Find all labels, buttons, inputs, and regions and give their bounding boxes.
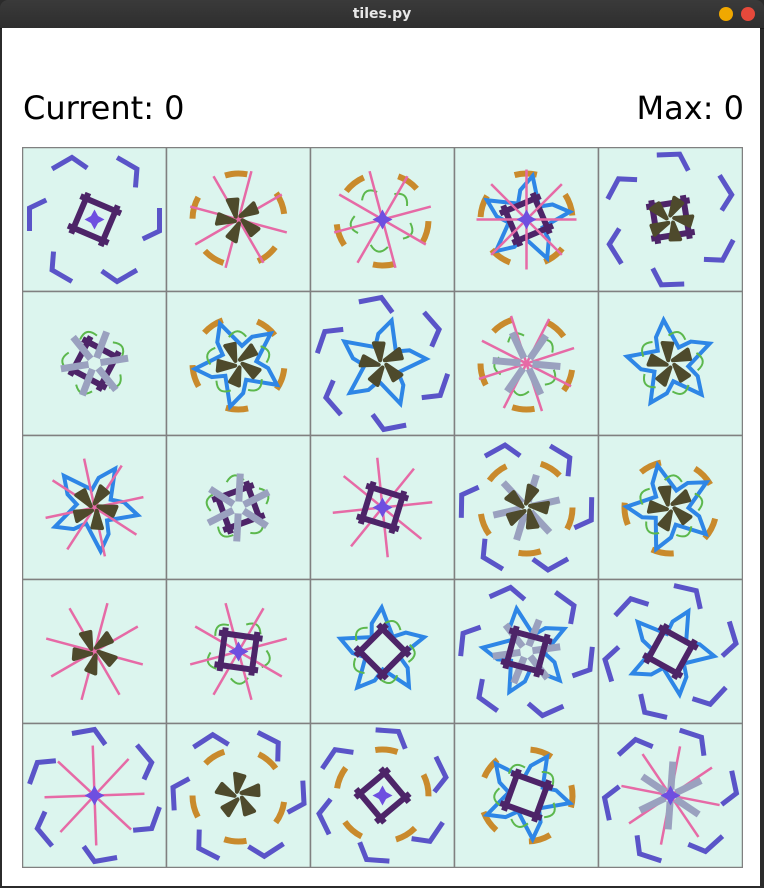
tile[interactable] (309, 290, 456, 437)
current-score: Current: 0 (23, 89, 185, 127)
tile-piece-m (372, 209, 393, 230)
tile[interactable] (22, 290, 168, 437)
tile-piece-k (45, 458, 144, 557)
tile-piece-b (478, 604, 569, 696)
tile-piece-d (646, 485, 693, 532)
tile[interactable] (309, 722, 456, 868)
tile[interactable] (165, 722, 312, 868)
tile-piece-l (641, 330, 704, 395)
tile[interactable] (309, 147, 456, 293)
tile-piece-v (458, 442, 595, 573)
tile-piece-m (84, 785, 105, 806)
tile[interactable] (22, 722, 168, 868)
tile-piece-d (358, 341, 404, 387)
tile-piece-g (492, 331, 561, 396)
tile-piece-o (480, 746, 576, 845)
tile-piece-b (50, 464, 143, 556)
tile-piece-m (372, 497, 393, 518)
tile-piece-b (628, 607, 719, 700)
game-canvas: Current: 0 Max: 0 (2, 28, 760, 886)
tile-piece-p (498, 191, 555, 248)
tile-piece-o (477, 170, 576, 266)
tile[interactable] (597, 722, 743, 868)
tile-piece-v (458, 584, 595, 719)
tile-piece-l (639, 474, 704, 538)
tile-piece-v (316, 727, 449, 864)
title-bar[interactable]: tiles.py (0, 0, 764, 29)
tile-piece-o (477, 460, 576, 557)
tile[interactable] (165, 578, 312, 725)
tile-piece-o (189, 748, 288, 845)
tile-piece-v (601, 727, 740, 864)
tile[interactable] (597, 434, 743, 581)
tile-piece-p (500, 625, 553, 678)
tile[interactable] (453, 147, 600, 293)
tile-piece-o (334, 746, 432, 843)
tile[interactable] (22, 147, 168, 293)
tile-piece-v (27, 154, 162, 285)
tile-piece-d (504, 483, 551, 530)
tile-piece-v (27, 726, 162, 865)
tile[interactable] (597, 147, 743, 293)
tile-piece-m (84, 209, 105, 230)
tile-piece-g (206, 473, 271, 542)
tile[interactable] (453, 578, 600, 725)
tile[interactable] (165, 434, 312, 581)
window-title: tiles.py (352, 6, 412, 22)
tile-piece-m (228, 641, 249, 662)
tile-piece-g (60, 330, 129, 397)
tile-piece-d (649, 195, 695, 242)
tile-piece-p (642, 623, 699, 680)
tile-piece-k (189, 170, 288, 269)
tile[interactable] (453, 290, 600, 437)
board-svg (22, 147, 743, 868)
tile-piece-d (214, 197, 261, 244)
tile-piece-o (621, 459, 719, 557)
tile-piece-g (638, 761, 703, 830)
tile-board (22, 147, 743, 868)
tile-piece-b (340, 316, 431, 408)
tile-piece-m (516, 209, 537, 230)
tile-piece-l (349, 189, 414, 253)
minimize-icon[interactable] (719, 7, 733, 21)
tile-piece-v (605, 151, 736, 288)
tile-piece-d (646, 340, 692, 387)
tile-piece-m (372, 785, 393, 806)
tile-piece-d (214, 771, 261, 818)
tile[interactable] (597, 290, 743, 437)
tile-piece-p (353, 766, 412, 825)
tile-piece-v (314, 294, 451, 433)
tile[interactable] (165, 147, 312, 293)
tile-piece-l (353, 620, 416, 685)
tile-piece-v (170, 730, 307, 861)
tile-piece-l (206, 330, 271, 393)
tile[interactable] (453, 434, 600, 581)
tile-piece-k (45, 602, 144, 701)
tile[interactable] (309, 578, 456, 725)
tile-piece-d (72, 484, 119, 531)
tile[interactable] (597, 578, 743, 725)
tile-piece-l (493, 763, 556, 828)
tile[interactable] (165, 290, 312, 437)
tile-piece-p (353, 622, 412, 681)
tile-piece-p (355, 480, 410, 535)
tile-piece-d (71, 629, 118, 676)
tile[interactable] (22, 578, 168, 725)
tile-piece-p (499, 768, 554, 823)
close-icon[interactable] (741, 7, 755, 21)
tile[interactable] (453, 722, 600, 868)
tile-piece-d (215, 341, 262, 388)
tile-piece-v (602, 583, 739, 720)
tile-piece-p (214, 627, 263, 676)
tile[interactable] (309, 434, 456, 581)
tile-piece-p (66, 191, 123, 248)
tile-piece-k (478, 315, 575, 412)
tile[interactable] (22, 434, 168, 581)
tile-piece-m (660, 785, 681, 806)
tile-piece-o (189, 317, 288, 413)
max-score: Max: 0 (636, 89, 744, 127)
